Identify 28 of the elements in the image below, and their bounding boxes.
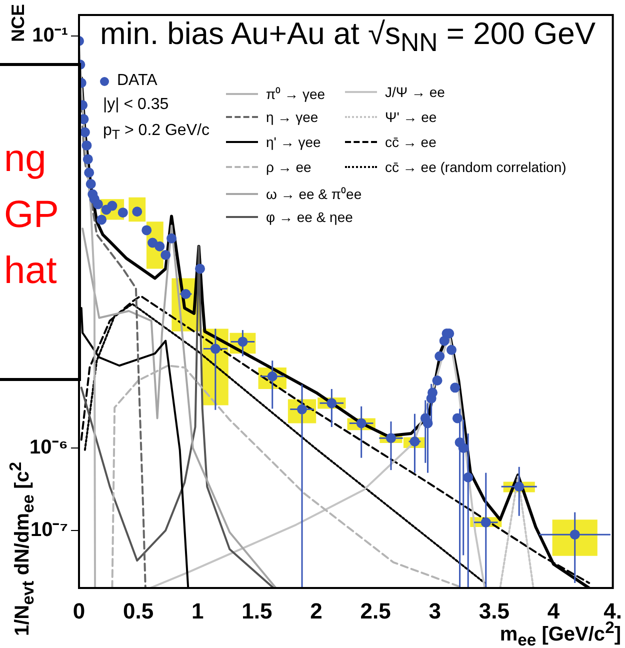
legend-label: J/Ψ → ee bbox=[385, 84, 445, 100]
text: GP bbox=[4, 194, 59, 237]
text: NCE bbox=[8, 4, 29, 42]
text: hat bbox=[4, 250, 57, 293]
y-tick-label: 10⁻¹ bbox=[32, 24, 68, 47]
legend-label: cc̄ → ee (random correlation) bbox=[385, 159, 566, 175]
legend-label: cc̄ → ee bbox=[385, 134, 436, 150]
legend-label: ρ → ee bbox=[266, 159, 312, 175]
x-tick-label: 1.5 bbox=[242, 598, 272, 624]
legend-label: DATA bbox=[117, 72, 158, 90]
text: ng bbox=[4, 138, 46, 181]
legend-label: η' → γee bbox=[266, 134, 321, 150]
x-tick-label: 2 bbox=[310, 598, 322, 624]
x-tick-label: 0 bbox=[72, 598, 86, 624]
chart-title: min. bias Au+Au at √s$_{NN}$ = 200 GeV bbox=[100, 16, 596, 58]
legend-label: η → γee bbox=[266, 109, 318, 125]
legend-label: φ → ee & ηee bbox=[266, 209, 353, 225]
x-tick-label: 3 bbox=[428, 598, 442, 624]
x-tick-label: 2.5 bbox=[360, 598, 391, 624]
annotation: |y| < 0.35 bbox=[103, 96, 169, 114]
legend-label: ω → ee & π⁰ee bbox=[266, 185, 362, 203]
legend-label: Ψ' → ee bbox=[385, 109, 437, 125]
annotation: p$_{T}$ > 0.2 GeV/c bbox=[103, 122, 210, 142]
x-tick-label: 1 bbox=[192, 598, 204, 624]
y-tick-label: 10⁻⁶ bbox=[30, 436, 68, 459]
legend-label: π⁰ → γee bbox=[266, 85, 326, 103]
y-tick-label: 10⁻⁷ bbox=[30, 518, 68, 541]
x-tick-label: 0.5 bbox=[123, 598, 154, 624]
